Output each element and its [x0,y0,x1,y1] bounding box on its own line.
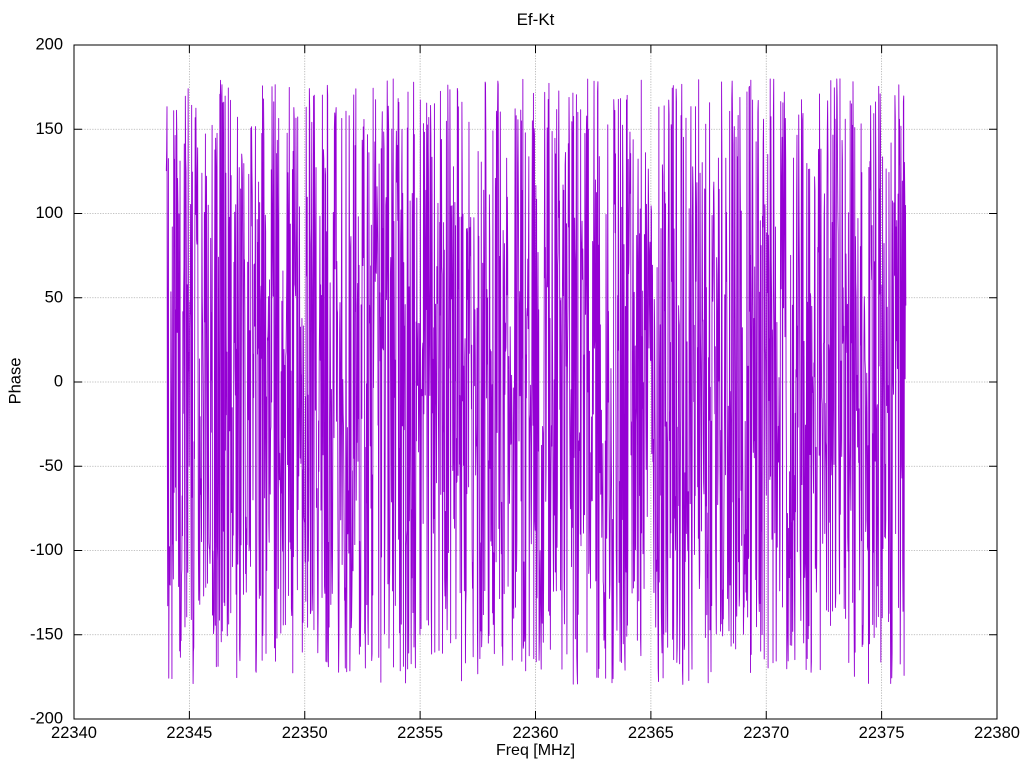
svg-text:22380: 22380 [974,724,1020,742]
svg-text:22345: 22345 [166,724,212,742]
svg-text:22365: 22365 [628,724,674,742]
svg-text:22355: 22355 [397,724,443,742]
svg-text:22350: 22350 [282,724,328,742]
svg-text:-150: -150 [30,625,63,643]
svg-text:-50: -50 [39,457,63,475]
svg-text:200: 200 [35,36,63,54]
svg-text:-200: -200 [30,710,63,728]
svg-text:100: 100 [35,204,63,222]
svg-text:50: 50 [45,288,63,306]
svg-text:150: 150 [35,120,63,138]
svg-text:-100: -100 [30,541,63,559]
svg-text:22370: 22370 [743,724,789,742]
svg-text:0: 0 [54,373,63,391]
svg-text:22360: 22360 [513,724,559,742]
svg-text:22375: 22375 [859,724,905,742]
